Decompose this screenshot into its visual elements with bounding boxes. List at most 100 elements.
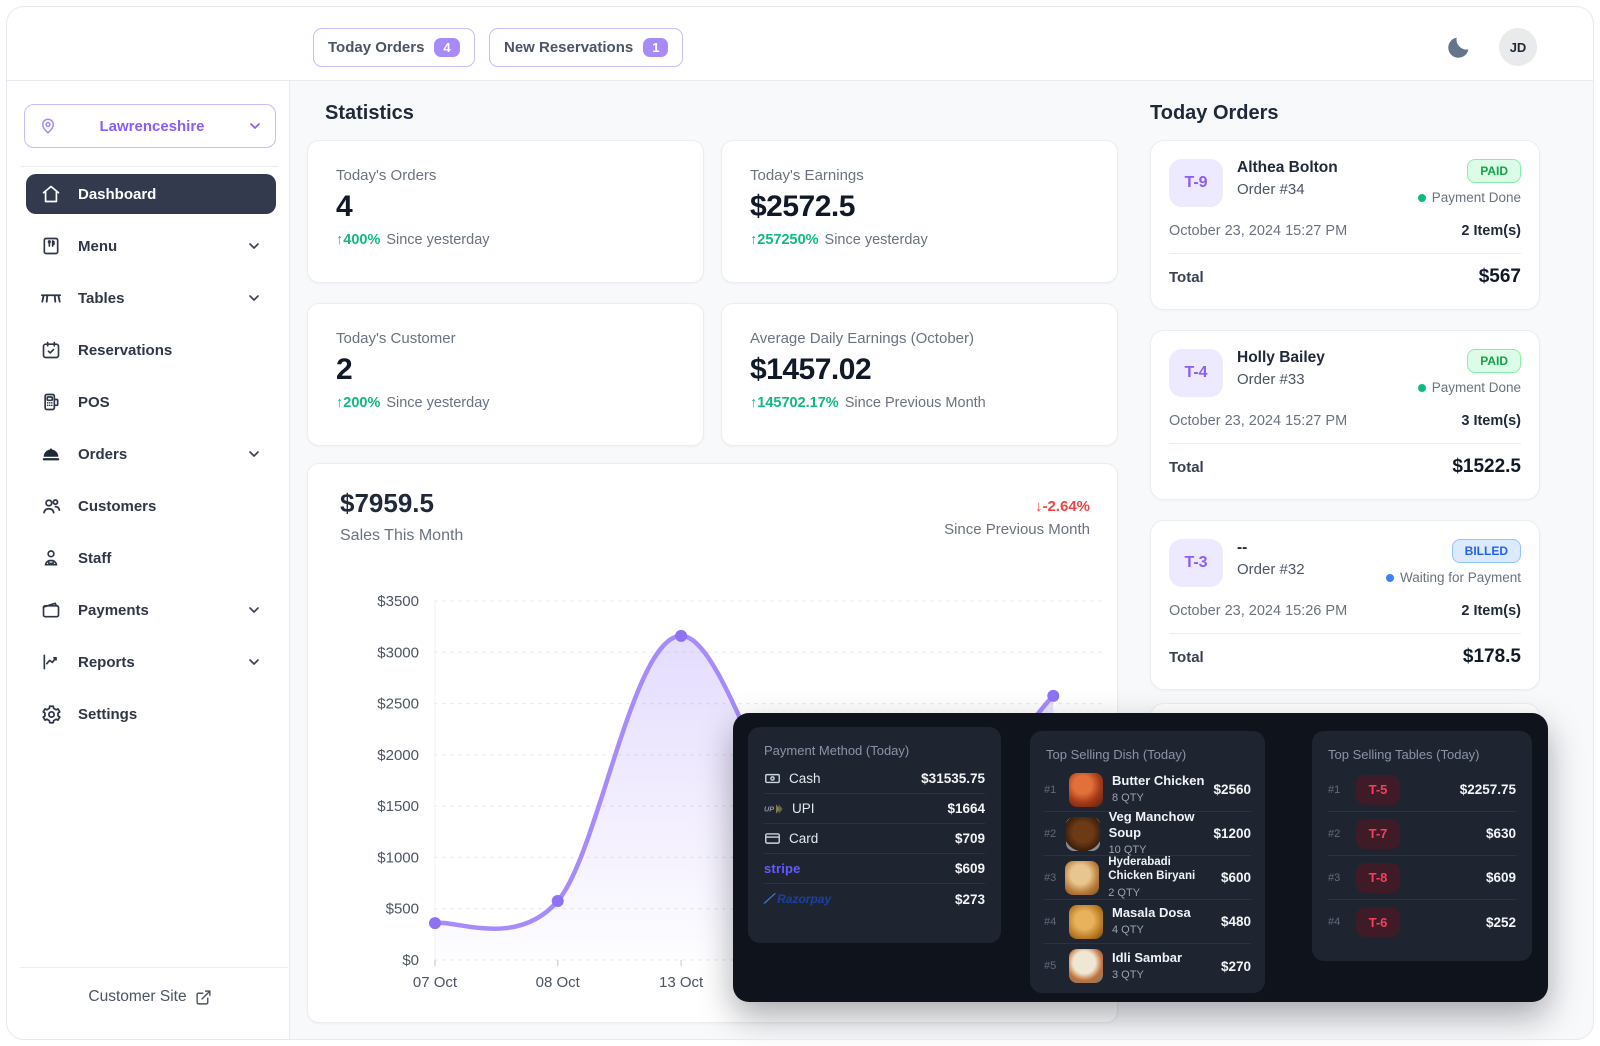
stat-value: 4 xyxy=(336,190,353,223)
table-rank: #2 xyxy=(1328,827,1341,840)
new-reservations-count-badge: 1 xyxy=(643,38,669,57)
dish-rank: #5 xyxy=(1044,960,1057,972)
table-badge: T-7 xyxy=(1356,818,1400,849)
dish-row: #2 Veg Manchow Soup 10 QTY $1200 xyxy=(1044,809,1251,857)
top-selling-dish-title: Top Selling Dish (Today) xyxy=(1046,747,1187,762)
order-card[interactable]: T-3 -- Order #32 BILLED Waiting for Paym… xyxy=(1150,520,1540,690)
table-rank: #1 xyxy=(1328,783,1341,796)
sidebar-item-dashboard[interactable]: Dashboard xyxy=(26,174,276,214)
svg-text:$1000: $1000 xyxy=(377,849,419,866)
stat-delta-note: Since Previous Month xyxy=(844,395,986,411)
stat-value: $2572.5 xyxy=(750,190,855,223)
sidebar-item-orders[interactable]: Orders xyxy=(26,434,276,474)
dish-row: #3 Hyderabadi Chicken Biryani 2 QTY $600 xyxy=(1044,856,1251,900)
home-icon xyxy=(40,183,62,205)
dish-photo xyxy=(1065,816,1100,851)
dish-rank: #4 xyxy=(1044,915,1057,928)
status-dot xyxy=(1417,383,1426,392)
dark-mode-toggle[interactable] xyxy=(1443,33,1473,63)
chevron-down-icon xyxy=(246,654,262,670)
user-avatar[interactable]: JD xyxy=(1499,28,1537,66)
chevron-down-icon xyxy=(250,123,260,129)
dish-photo xyxy=(1069,949,1103,983)
order-datetime: October 23, 2024 15:27 PM xyxy=(1169,413,1348,429)
svg-text:$2000: $2000 xyxy=(377,747,419,764)
status-dot xyxy=(1417,193,1426,202)
dish-amount: $480 xyxy=(1220,914,1251,929)
sidebar-item-label: Customers xyxy=(78,497,157,515)
svg-text:08 Oct: 08 Oct xyxy=(536,974,581,991)
sidebar-item-label: Reports xyxy=(78,653,135,671)
order-card[interactable]: T-9 Althea Bolton Order #34 PAID Payment… xyxy=(1150,140,1540,310)
top-selling-tables-panel: Top Selling Tables (Today) #1 T-5 $2257.… xyxy=(1312,731,1532,961)
dish-qty: 10 QTY xyxy=(1108,844,1147,857)
sidebar-item-pos[interactable]: POS xyxy=(26,382,276,422)
payment-amount: $609 xyxy=(954,861,985,876)
sidebar-item-reports[interactable]: Reports xyxy=(26,642,276,682)
table-amount: $609 xyxy=(1485,870,1516,885)
stat-delta: ↑400% xyxy=(336,232,381,248)
stat-delta-note: Since yesterday xyxy=(824,232,928,248)
table-badge: T-4 xyxy=(1169,349,1223,397)
table-badge: T-9 xyxy=(1169,159,1223,207)
sidebar-item-settings[interactable]: Settings xyxy=(26,694,276,734)
chevron-down-icon xyxy=(246,602,262,618)
sidebar-item-label: Tables xyxy=(78,289,125,307)
wallet-icon xyxy=(40,599,62,621)
svg-text:$500: $500 xyxy=(386,901,419,918)
status-note: Payment Done xyxy=(1431,190,1521,205)
top-selling-dish-panel: Top Selling Dish (Today) #1 Butter Chick… xyxy=(1030,731,1265,993)
stat-delta-note: Since yesterday xyxy=(386,395,490,411)
dish-amount: $1200 xyxy=(1213,826,1251,841)
table-rank-row: #2 T-7 $630 xyxy=(1328,812,1516,856)
stat-label: Today's Customer xyxy=(336,330,456,347)
table-rank: #4 xyxy=(1328,916,1341,928)
today-orders-count-badge: 4 xyxy=(434,38,460,57)
svg-text:13 Oct: 13 Oct xyxy=(659,974,704,991)
customer-site-label: Customer Site xyxy=(88,988,187,1005)
payment-row: UP UPI $1664 xyxy=(764,794,985,824)
order-datetime: October 23, 2024 15:27 PM xyxy=(1169,223,1348,239)
order-card-divider xyxy=(1169,633,1521,634)
svg-text:$2500: $2500 xyxy=(377,696,419,713)
sidebar-item-tables[interactable]: Tables xyxy=(26,278,276,318)
dish-amount: $2560 xyxy=(1213,782,1251,797)
razorpay-logo: ⟋ xyxy=(764,891,774,906)
sidebar-item-staff[interactable]: Staff xyxy=(26,538,276,578)
order-total: $1522.5 xyxy=(1452,456,1521,477)
staff-icon xyxy=(40,547,62,569)
new-reservations-button[interactable]: New Reservations 1 xyxy=(489,28,684,67)
sidebar-item-reservations[interactable]: Reservations xyxy=(26,330,276,370)
sidebar-item-payments[interactable]: Payments xyxy=(26,590,276,630)
total-label: Total xyxy=(1169,268,1204,286)
svg-text:$3000: $3000 xyxy=(377,644,419,661)
order-card-divider xyxy=(1169,443,1521,444)
sidebar-item-customers[interactable]: Customers xyxy=(26,486,276,526)
dish-photo xyxy=(1065,860,1100,895)
sidebar-item-menu[interactable]: Menu xyxy=(26,226,276,266)
moon-icon xyxy=(1448,37,1469,58)
table-rank-row: #1 T-5 $2257.75 xyxy=(1328,768,1516,812)
sales-total: $7959.5 xyxy=(340,488,434,518)
menu-board-icon xyxy=(40,235,62,257)
customer-site-link[interactable]: Customer Site xyxy=(60,983,240,1011)
today-orders-button[interactable]: Today Orders 4 xyxy=(313,28,475,67)
sales-delta: ↓-2.64% xyxy=(1034,498,1090,515)
avatar-initials: JD xyxy=(1509,39,1527,55)
customer-name: Holly Bailey xyxy=(1237,349,1325,366)
dish-rank: #1 xyxy=(1044,783,1057,796)
cloche-icon xyxy=(40,443,62,465)
sidebar-divider xyxy=(20,166,278,167)
payment-name: Razorpay xyxy=(777,892,832,906)
sidebar-item-label: Settings xyxy=(78,705,138,723)
dish-row: #1 Butter Chicken 8 QTY $2560 xyxy=(1044,768,1251,812)
payment-amount: $1664 xyxy=(947,801,985,816)
payment-amount: $709 xyxy=(954,831,985,846)
sidebar-bottom-divider xyxy=(20,967,288,968)
payment-amount: $273 xyxy=(954,891,985,907)
location-selector[interactable]: Lawrenceshire xyxy=(24,104,276,148)
order-card[interactable]: T-4 Holly Bailey Order #33 PAID Payment … xyxy=(1150,330,1540,500)
dish-name: Idli Sambar xyxy=(1112,949,1183,965)
customer-name: Althea Bolton xyxy=(1237,159,1338,176)
overlay-panels: Payment Method (Today) Cash $31535.75 UP… xyxy=(733,713,1548,1002)
